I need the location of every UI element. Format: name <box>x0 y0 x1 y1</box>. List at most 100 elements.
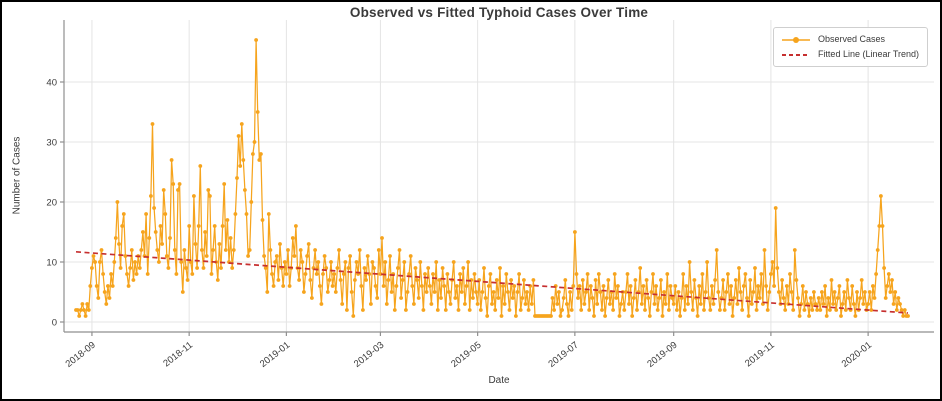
observed-marker <box>231 248 236 252</box>
observed-marker <box>268 248 273 252</box>
observed-marker <box>324 266 329 270</box>
observed-marker <box>496 296 501 300</box>
observed-marker <box>133 260 137 264</box>
observed-marker <box>502 302 507 306</box>
observed-marker <box>491 290 496 294</box>
observed-marker <box>730 314 735 318</box>
observed-marker <box>751 290 756 294</box>
observed-marker <box>104 302 109 306</box>
observed-marker <box>796 296 800 300</box>
observed-marker <box>297 278 301 282</box>
observed-marker <box>740 308 745 312</box>
observed-marker <box>858 296 862 300</box>
observed-marker <box>606 278 611 282</box>
observed-marker <box>898 302 902 306</box>
observed-marker <box>871 284 875 288</box>
observed-marker <box>203 230 208 234</box>
observed-marker <box>697 284 702 288</box>
y-axis-label: Number of Cases <box>11 136 23 215</box>
observed-marker <box>330 284 335 288</box>
observed-marker <box>318 284 322 288</box>
observed-marker <box>233 212 238 216</box>
observed-marker <box>300 260 305 264</box>
observed-marker <box>571 284 576 288</box>
observed-marker <box>879 194 883 198</box>
observed-marker <box>294 224 298 228</box>
observed-marker <box>276 278 281 282</box>
observed-marker <box>765 308 770 312</box>
observed-marker <box>874 272 878 276</box>
observed-marker <box>192 194 196 198</box>
observed-marker <box>612 272 617 276</box>
observed-marker <box>896 296 901 300</box>
observed-marker <box>523 302 528 306</box>
observed-marker <box>345 308 349 312</box>
observed-marker <box>735 302 740 306</box>
observed-marker <box>512 284 517 288</box>
observed-marker <box>129 248 134 252</box>
observed-marker <box>399 296 403 300</box>
observed-marker <box>380 236 384 240</box>
observed-marker <box>718 308 722 312</box>
observed-marker <box>759 272 764 276</box>
observed-marker <box>670 296 674 300</box>
observed-marker <box>408 254 413 258</box>
observed-marker <box>464 284 469 288</box>
observed-marker <box>498 266 502 270</box>
observed-marker <box>98 260 102 264</box>
observed-marker <box>101 272 105 276</box>
observed-marker <box>757 296 762 300</box>
observed-marker <box>458 272 462 276</box>
observed-marker <box>834 308 839 312</box>
observed-marker <box>370 260 375 264</box>
observed-marker <box>483 296 488 300</box>
observed-marker <box>832 290 837 294</box>
observed-marker <box>638 266 643 270</box>
observed-marker <box>705 260 709 264</box>
observed-marker <box>281 284 286 288</box>
observed-marker <box>251 152 255 156</box>
observed-marker <box>738 290 743 294</box>
observed-marker <box>150 122 155 126</box>
observed-marker <box>842 290 847 294</box>
observed-marker <box>573 230 577 234</box>
observed-marker <box>475 302 480 306</box>
observed-marker <box>343 260 348 264</box>
observed-marker <box>369 302 373 306</box>
observed-marker <box>310 296 314 300</box>
observed-marker <box>716 290 721 294</box>
observed-marker <box>196 224 201 228</box>
observed-marker <box>772 284 776 288</box>
observed-marker <box>762 248 767 252</box>
observed-marker <box>652 302 657 306</box>
observed-marker <box>416 296 421 300</box>
observed-marker <box>157 260 161 264</box>
observed-marker <box>346 266 351 270</box>
observed-marker <box>880 224 885 228</box>
observed-marker <box>671 302 676 306</box>
observed-marker <box>820 290 824 294</box>
observed-marker <box>455 284 459 288</box>
observed-marker <box>125 272 129 276</box>
observed-marker <box>812 290 816 294</box>
observed-marker <box>206 188 211 192</box>
observed-marker <box>804 290 808 294</box>
observed-marker <box>769 272 773 276</box>
observed-marker <box>109 272 113 276</box>
observed-marker <box>485 314 490 318</box>
observed-marker <box>431 272 435 276</box>
observed-marker <box>676 290 681 294</box>
observed-marker <box>568 290 572 294</box>
legend-item-observed: Observed Cases <box>780 32 919 47</box>
observed-marker <box>684 284 689 288</box>
observed-marker <box>655 308 660 312</box>
observed-marker <box>137 266 142 270</box>
observed-marker <box>128 266 133 270</box>
observed-marker <box>440 266 445 270</box>
observed-marker <box>241 158 246 162</box>
observed-marker <box>823 284 827 288</box>
observed-marker <box>783 308 788 312</box>
observed-marker <box>611 308 615 312</box>
observed-marker <box>144 212 149 216</box>
